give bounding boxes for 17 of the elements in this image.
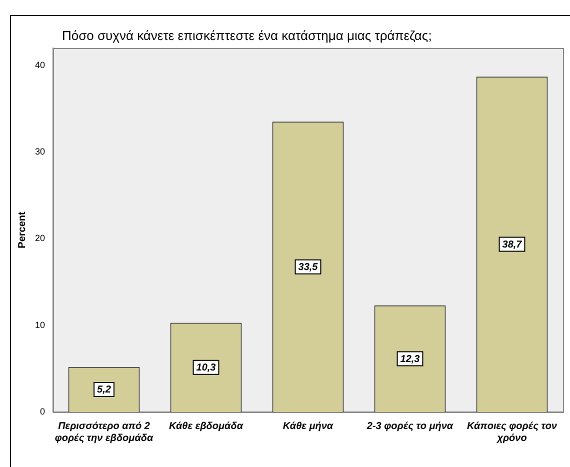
x-tick-label: Κάθε εβδομάδα	[168, 420, 244, 432]
data-label: 5,2	[97, 384, 112, 396]
x-tick-label: Περισσότερο από 2 φορές την εβδομάδα	[54, 420, 154, 444]
data-label: 10,3	[196, 362, 216, 374]
y-tick-label: 20	[34, 233, 46, 244]
y-tick-label: 10	[34, 320, 46, 330]
x-tick-label: Κάθε μήνα	[282, 420, 334, 432]
y-tick-label: 30	[34, 146, 46, 156]
data-label: 33,5	[298, 262, 318, 274]
y-axis-title: Percent	[16, 210, 28, 248]
data-label: 38,7	[502, 240, 522, 251]
x-tick-label: 2-3 φορές το μήνα	[366, 420, 454, 432]
data-label: 12,3	[400, 354, 420, 365]
y-tick-label: 0	[40, 406, 46, 416]
x-tick-label: Κάποιες φορές τον χρόνο	[467, 420, 558, 444]
y-tick-label: 40	[34, 60, 46, 70]
chart-title: Πόσο συχνά κάνετε επισκέπτεστε ένα κατάστημα μιας τράπεζας;	[62, 28, 432, 43]
